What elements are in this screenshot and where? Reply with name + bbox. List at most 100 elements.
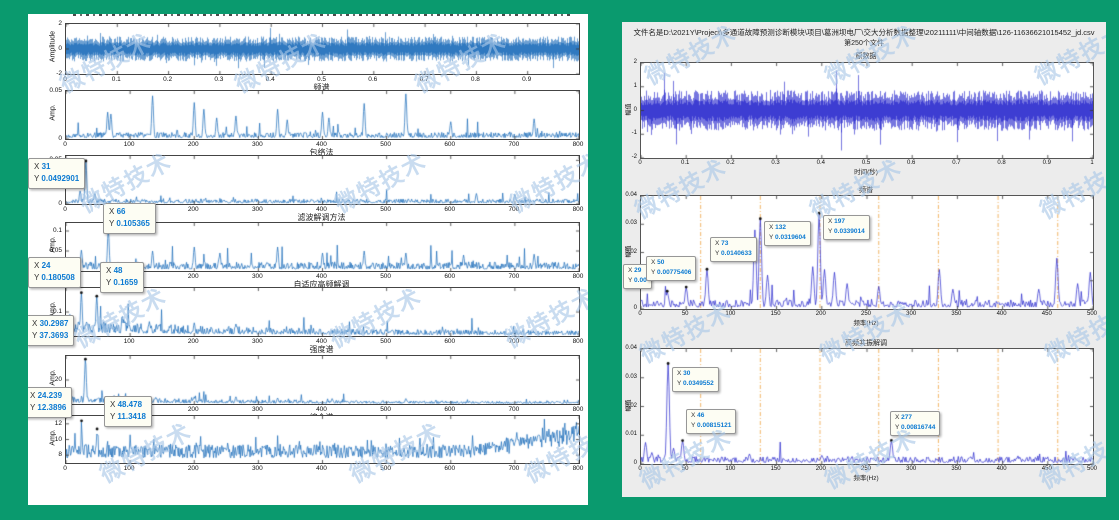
left-envelope-xtick: 700: [508, 141, 520, 148]
left-bottom-xtick: 600: [444, 465, 456, 472]
right-hf-demod-xtick: 200: [815, 466, 826, 472]
right-spectrum-xtick: 100: [725, 311, 736, 317]
left-raw-signal-xtick: 0.7: [419, 76, 429, 83]
datatip-y-label: Y: [34, 273, 42, 283]
datatip[interactable]: X 73 Y 0.0140633: [710, 237, 757, 262]
datatip-x-value: 48.478: [117, 400, 143, 409]
right-hf-demod-xtick: 300: [906, 466, 917, 472]
datatip[interactable]: X 66 Y 0.105365: [103, 203, 156, 234]
left-raw-signal-xtick: 0.3: [214, 76, 224, 83]
datatip-y-row: Y 12.3896: [30, 402, 66, 414]
right-raw-xlabel: 时间(秒): [854, 169, 878, 176]
left-raw-signal-xtick: 0.6: [368, 76, 378, 83]
datatip-x-row: X 24.239: [30, 390, 66, 402]
right-spectrum-plot-canvas[interactable]: [640, 195, 1094, 310]
datatip-y-label: Y: [691, 422, 698, 430]
left-composite-xtick: 600: [444, 406, 456, 413]
datatip[interactable]: X 46 Y 0.00815121: [686, 409, 737, 434]
right-spectrum-ytick: 0.02: [625, 248, 637, 255]
datatip-y-label: Y: [651, 269, 658, 277]
datatip-x-value: 46: [697, 412, 705, 419]
left-intensity-xtick: 400: [316, 338, 327, 345]
left-raw-signal-xtick: 0.1: [111, 76, 121, 83]
datatip-x-value: 66: [116, 207, 126, 216]
left-composite-xtick: 300: [251, 406, 263, 413]
left-figure-clipped-title: [73, 14, 573, 16]
right-hf-demod-xtick: 400: [996, 466, 1007, 472]
left-adaptive-hf-xtick: 500: [380, 273, 392, 280]
datatip[interactable]: X 31 Y 0.0492901: [28, 158, 86, 189]
left-composite-xtick: 700: [508, 406, 520, 413]
left-filter-demod-plot-canvas[interactable]: [65, 155, 580, 205]
datatip[interactable]: X 48.478 Y 11.3418: [104, 396, 152, 427]
datatip-y-label: Y: [628, 277, 635, 285]
datatip-y-row: Y 0.0319604: [769, 233, 806, 243]
left-filter-demod-xlabel: 滤波解调方法: [297, 213, 346, 222]
left-intensity-xtick: 700: [508, 338, 520, 345]
datatip-x-label: X: [895, 414, 902, 421]
datatip-y-row: Y 0.0339014: [828, 227, 865, 237]
datatip-x-value: 30.2987: [39, 319, 69, 328]
datatip-y-value: 0.0319604: [775, 234, 806, 242]
left-figure-window: Amplitude 2 0 -2 0 0.1 0.2 0.3 0.4 0.5 0.6 0.7 0.8 0.…: [28, 14, 588, 505]
right-hf-demod-title: 高频共振解调: [845, 340, 887, 347]
datatip-y-label: Y: [110, 412, 118, 422]
left-bottom-ytick: 10: [54, 435, 62, 443]
left-composite-xtick: 500: [380, 406, 392, 413]
right-hf-demod-plot-canvas[interactable]: [640, 348, 1094, 465]
right-spectrum-xtick: 300: [906, 311, 917, 317]
left-bottom-xtick: 500: [380, 465, 392, 472]
datatip-y-row: Y 0.00: [628, 276, 647, 286]
left-adaptive-hf-xtick: 200: [187, 273, 199, 280]
right-hf-demod-xtick: 0: [638, 466, 642, 472]
right-spectrum-ytick: 0.04: [625, 192, 637, 198]
datatip-x-row: X 48: [106, 265, 138, 277]
datatip-x-value: 277: [901, 414, 913, 421]
datatip-x-row: X 73: [715, 239, 752, 249]
left-envelope-xtick: 0: [63, 141, 67, 148]
datatip-y-value: 12.3896: [37, 403, 67, 413]
left-envelope-xtick: 800: [572, 141, 584, 148]
left-bottom-xtick: 100: [123, 465, 135, 472]
right-spectrum-xtick: 150: [770, 311, 781, 317]
left-envelope-plot-canvas[interactable]: [65, 90, 580, 140]
right-hf-demod-xtick: 450: [1041, 466, 1052, 472]
right-raw-xtick: 0.8: [997, 160, 1006, 166]
datatip[interactable]: X 30.2987 Y 37.3693: [28, 315, 75, 346]
datatip-x-label: X: [769, 224, 776, 231]
left-envelope-xtick: 300: [251, 141, 263, 148]
datatip[interactable]: X 30 Y 0.0349552: [672, 367, 719, 392]
left-adaptive-hf-xlabel: 自适应高频解调: [293, 280, 350, 289]
datatip-y-row: Y 0.0140633: [715, 249, 752, 259]
datatip[interactable]: X 24.239 Y 12.3896: [28, 387, 73, 418]
right-raw-plot-canvas[interactable]: [640, 62, 1094, 159]
left-adaptive-hf-xtick: 600: [444, 273, 456, 280]
left-intensity-plot-canvas[interactable]: [65, 287, 580, 337]
right-hf-demod-ytick: 0.03: [625, 373, 637, 380]
left-intensity-xtick: 500: [380, 338, 392, 345]
right-spectrum-ytick: 0.03: [625, 220, 637, 227]
datatip-x-row: X 132: [769, 223, 806, 233]
datatip[interactable]: X 132 Y 0.0319604: [764, 221, 811, 246]
datatip[interactable]: X 197 Y 0.0339014: [823, 215, 870, 240]
left-adaptive-hf-ytick: 0.1: [52, 227, 62, 234]
left-bottom-xtick: 0: [63, 465, 67, 472]
datatip-y-row: Y 0.00815121: [691, 421, 731, 431]
datatip-x-label: X: [691, 412, 698, 419]
datatip[interactable]: X 50 Y 0.00775406: [646, 256, 697, 281]
datatip-x-row: X 30: [677, 369, 714, 379]
datatip-y-value: 0.00815121: [697, 422, 732, 430]
datatip[interactable]: X 24 Y 0.180508: [28, 257, 81, 288]
datatip-x-value: 31: [41, 162, 51, 171]
datatip-y-value: 0.1659: [113, 278, 138, 288]
right-raw-ytick: 1: [633, 82, 637, 89]
datatip-x-row: X 50: [651, 258, 691, 268]
right-hf-demod-xtick: 350: [951, 466, 962, 472]
datatip[interactable]: X 48 Y 0.1659: [100, 262, 144, 293]
left-intensity-ytick: 0.1: [52, 308, 62, 315]
datatip-y-label: Y: [715, 250, 722, 258]
left-adaptive-hf-xtick: 400: [316, 273, 327, 280]
datatip[interactable]: X 277 Y 0.00816744: [890, 411, 941, 436]
left-raw-signal-plot-canvas[interactable]: [65, 23, 580, 75]
